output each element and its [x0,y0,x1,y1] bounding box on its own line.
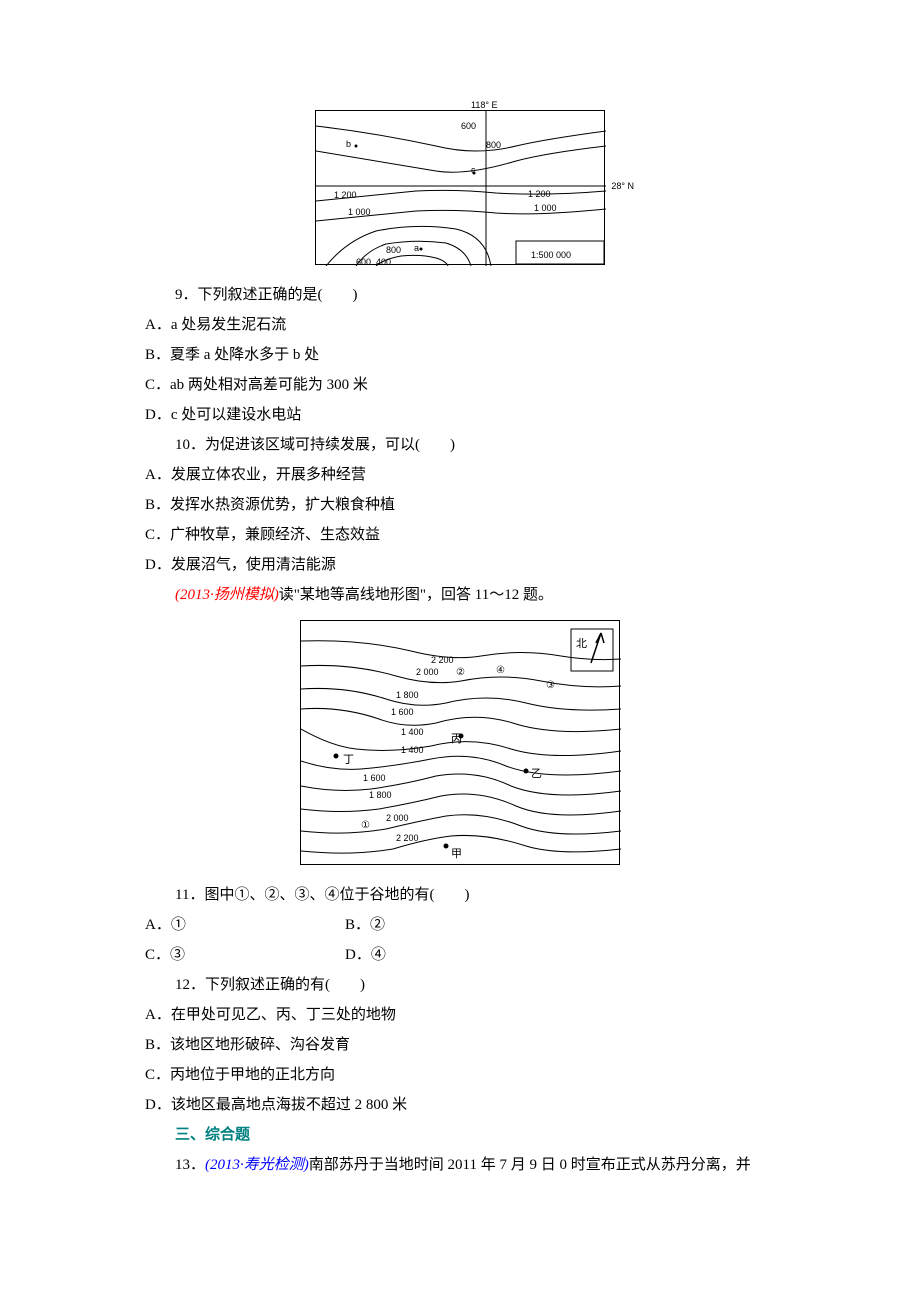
q10-opt-d: D．发展沼气，使用清洁能源 [145,550,775,580]
intro2-line: (2013·扬州模拟)读"某地等高线地形图"，回答 11～12 题。 [145,580,775,610]
fig1-c2: 800 [486,136,501,154]
fig1-right-label: 28° N [611,177,634,195]
q11-opt-c: C．③ [145,940,345,970]
figure1-container: 118° E 28° N 1:500 000 600 800 1 200 1 2… [145,110,775,265]
q11-row-ab: A．① B．② [145,910,775,940]
fig2-c8: 1 800 [369,786,392,804]
fig2-m4: ④ [496,661,505,681]
fig2-c4: 1 600 [391,703,414,721]
intro2-source: (2013·扬州模拟) [175,587,279,603]
q12-opt-d: D．该地区最高地点海拔不超过 2 800 米 [145,1090,775,1120]
q11-stem: 11．图中①、②、③、④位于谷地的有( ) [145,880,775,910]
fig2-m1: ① [361,816,370,836]
q9-stem: 9．下列叙述正确的是( ) [145,280,775,310]
q10-opt-b: B．发挥水热资源优势，扩大粮食种植 [145,490,775,520]
fig1-c1: 600 [461,117,476,135]
q9-opt-d: D．c 处可以建设水电站 [145,400,775,430]
q11-opt-b: B．② [345,910,545,940]
fig2-c9: 2 000 [386,809,409,827]
fig1-pb: b [346,135,351,153]
fig1-top-label: 118° E [471,96,497,114]
fig2-p-ding: 丁 [343,749,354,771]
fig1-pc: c [471,161,476,179]
q11-row-cd: C．③ D．④ [145,940,775,970]
fig1-scale: 1:500 000 [531,246,571,264]
fig1-c9: 400 [376,253,391,271]
fig1-c6: 1 000 [534,199,557,217]
q12-opt-a: A．在甲处可见乙、丙、丁三处的地物 [145,1000,775,1030]
q10-stem: 10．为促进该区域可持续发展，可以( ) [145,430,775,460]
q12-opt-b: B．该地区地形破碎、沟谷发育 [145,1030,775,1060]
section3-label: 三、综合题 [175,1127,250,1143]
contour-map-2: 北 2 200 2 000 1 800 1 600 1 400 1 400 1 … [300,620,620,865]
fig2-c5: 1 400 [401,723,424,741]
section3-heading: 三、综合题 [145,1120,775,1150]
figure2-container: 北 2 200 2 000 1 800 1 600 1 400 1 400 1 … [145,620,775,865]
fig1-c8: 600 [356,253,371,271]
fig2-p-bing: 丙 [451,728,462,750]
fig2-c3: 1 800 [396,686,419,704]
contour-map-1: 118° E 28° N 1:500 000 600 800 1 200 1 2… [315,110,605,265]
fig1-c3: 1 200 [334,186,357,204]
fig1-c5: 1 000 [348,203,371,221]
q11-opt-d: D．④ [345,940,545,970]
fig2-c7: 1 600 [363,769,386,787]
fig2-p-jia: 甲 [451,843,462,865]
q9-opt-c: C．ab 两处相对高差可能为 300 米 [145,370,775,400]
fig2-c2: 2 000 [416,663,439,681]
fig2-p-yi: 乙 [531,763,542,785]
fig2-c6: 1 400 [401,741,424,759]
fig2-m3: ③ [546,676,555,696]
q13-line: 13．(2013·寿光检测)南部苏丹于当地时间 2011 年 7 月 9 日 0… [145,1150,775,1180]
fig2-c10: 2 200 [396,829,419,847]
q9-opt-b: B．夏季 a 处降水多于 b 处 [145,340,775,370]
fig2-compass: 北 [576,633,587,655]
q13-text: 南部苏丹于当地时间 2011 年 7 月 9 日 0 时宣布正式从苏丹分离，并 [309,1157,751,1173]
fig2-m2: ② [456,663,465,683]
intro2-text: 读"某地等高线地形图"，回答 11～12 题。 [279,587,553,603]
q12-opt-c: C．丙地位于甲地的正北方向 [145,1060,775,1090]
q12-stem: 12．下列叙述正确的有( ) [145,970,775,1000]
q9-opt-a: A．a 处易发生泥石流 [145,310,775,340]
q10-opt-a: A．发展立体农业，开展多种经营 [145,460,775,490]
q13-number: 13． [175,1157,205,1173]
q11-opt-a: A．① [145,910,345,940]
fig1-pa: a [414,239,419,257]
q13-source: (2013·寿光检测) [205,1157,309,1173]
q10-opt-c: C．广种牧草，兼顾经济、生态效益 [145,520,775,550]
